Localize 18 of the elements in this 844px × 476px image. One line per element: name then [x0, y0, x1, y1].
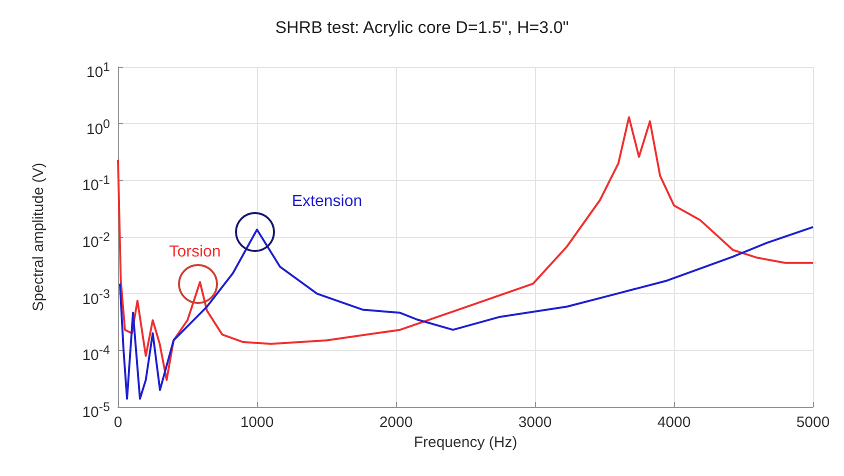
- y-tick-label: 10$^{-3}$: [82, 286, 110, 308]
- y-tick-label: 10$^{-5}$: [82, 399, 110, 421]
- x-axis-title: Frequency (Hz): [414, 434, 518, 451]
- x-tick-label: 0: [114, 414, 122, 431]
- y-tick-label: 10$^{1}$: [86, 59, 110, 81]
- x-tick-label: 1000: [240, 414, 274, 431]
- y-tick-label: 10$^{-4}$: [82, 342, 110, 364]
- chart-title: SHRB test: Acrylic core D=1.5", H=3.0": [275, 18, 569, 37]
- x-tick-label: 3000: [518, 414, 552, 431]
- y-tick-label: 10$^{-1}$: [82, 172, 110, 194]
- y-axis-title: Spectral amplitude (V): [30, 162, 47, 312]
- x-tick-label: 5000: [796, 414, 830, 431]
- annotation: Extension: [292, 193, 362, 210]
- x-tick-label: 2000: [379, 414, 413, 431]
- x-tick-label: 4000: [657, 414, 691, 431]
- y-tick-label: 10$^{-2}$: [82, 229, 110, 251]
- annotation: Torsion: [169, 244, 221, 261]
- y-tick-label: 10$^{0}$: [86, 116, 110, 138]
